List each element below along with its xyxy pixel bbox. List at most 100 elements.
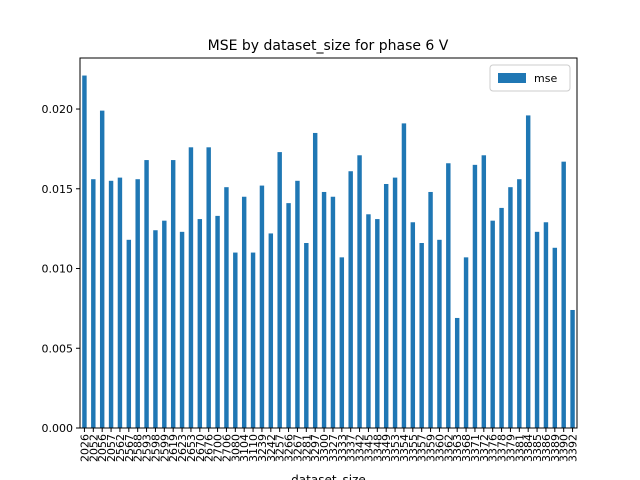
bar bbox=[153, 230, 158, 428]
x-tick-label: 3381 bbox=[513, 434, 526, 462]
x-tick-label: 3297 bbox=[309, 434, 322, 462]
bar bbox=[428, 191, 433, 428]
bar bbox=[286, 203, 291, 428]
x-tick-label: 3267 bbox=[291, 434, 304, 462]
x-tick-label: 2623 bbox=[176, 434, 189, 462]
bar bbox=[304, 243, 309, 428]
bar bbox=[392, 177, 398, 428]
bar bbox=[561, 161, 566, 428]
bar bbox=[321, 191, 327, 428]
x-tick-label: 3372 bbox=[478, 434, 491, 462]
bar bbox=[446, 163, 451, 429]
bar bbox=[206, 147, 211, 428]
bar bbox=[233, 252, 238, 428]
x-tick-label: 3349 bbox=[380, 434, 393, 462]
x-tick-label: 3327 bbox=[327, 434, 340, 462]
x-tick-label: 2676 bbox=[203, 434, 216, 462]
bar bbox=[277, 152, 282, 428]
x-tick-label: 3300 bbox=[318, 434, 331, 462]
bar bbox=[108, 180, 114, 428]
bar bbox=[525, 115, 531, 429]
x-axis-label: dataset_size bbox=[291, 473, 366, 480]
x-tick-label: 3355 bbox=[407, 434, 420, 462]
x-tick-label: 3353 bbox=[389, 434, 402, 462]
x-tick-label: 3104 bbox=[238, 434, 251, 462]
legend-label: mse bbox=[534, 72, 557, 85]
y-tick-label: 0.000 bbox=[42, 422, 74, 435]
bar bbox=[330, 196, 336, 428]
bar bbox=[463, 257, 469, 428]
bar bbox=[490, 220, 495, 428]
x-tick-label: 2599 bbox=[158, 434, 171, 462]
y-tick-label: 0.020 bbox=[42, 103, 74, 116]
x-tick-label: 3390 bbox=[558, 434, 571, 462]
x-tick-label: 2562 bbox=[114, 434, 127, 462]
x-tick-label: 3359 bbox=[425, 434, 438, 462]
bar bbox=[543, 222, 549, 428]
bar bbox=[224, 187, 229, 428]
bar bbox=[259, 185, 265, 428]
bar bbox=[179, 231, 185, 428]
legend-swatch bbox=[498, 73, 526, 83]
bar bbox=[91, 179, 96, 428]
x-tick-label: 3371 bbox=[469, 434, 482, 462]
x-tick-label: 2593 bbox=[141, 434, 154, 462]
bar bbox=[410, 222, 416, 428]
x-tick-label: 3080 bbox=[229, 434, 242, 462]
x-tick-label: 3389 bbox=[549, 434, 562, 462]
x-tick-label: 2056 bbox=[96, 434, 109, 462]
bar bbox=[250, 252, 256, 428]
bar bbox=[99, 110, 105, 429]
x-tick-label: 2706 bbox=[220, 434, 233, 462]
bar bbox=[375, 219, 380, 428]
bar bbox=[135, 179, 140, 428]
x-tick-label: 3348 bbox=[371, 434, 384, 462]
x-tick-label: 3378 bbox=[496, 434, 509, 462]
bar bbox=[197, 219, 203, 428]
bar bbox=[454, 317, 460, 428]
bar bbox=[552, 247, 558, 428]
bar bbox=[126, 239, 132, 428]
bar bbox=[419, 243, 424, 428]
bar bbox=[348, 171, 353, 428]
bar bbox=[162, 220, 167, 428]
bar bbox=[339, 257, 345, 428]
x-tick-label: 3242 bbox=[265, 434, 278, 462]
x-tick-label: 3362 bbox=[442, 434, 455, 462]
x-tick-label: 2057 bbox=[105, 434, 118, 462]
x-tick-label: 3239 bbox=[256, 434, 269, 462]
bar bbox=[241, 196, 247, 428]
bar bbox=[312, 132, 318, 428]
x-tick-label: 3333 bbox=[336, 434, 349, 462]
x-tick-label: 3368 bbox=[460, 434, 473, 462]
x-tick-label: 3363 bbox=[451, 434, 464, 462]
x-tick-label: 3354 bbox=[398, 434, 411, 462]
x-tick-label: 3392 bbox=[567, 434, 580, 462]
y-tick-label: 0.005 bbox=[42, 342, 74, 355]
x-tick-label: 2567 bbox=[123, 434, 136, 462]
bar bbox=[215, 215, 220, 428]
y-tick-label: 0.015 bbox=[42, 183, 74, 196]
x-tick-label: 2670 bbox=[194, 434, 207, 462]
bar bbox=[517, 179, 522, 428]
bar bbox=[508, 187, 513, 428]
x-tick-label: 2700 bbox=[212, 434, 225, 462]
bar bbox=[401, 123, 407, 428]
x-tick-label: 3266 bbox=[283, 434, 296, 462]
x-tick-label: 3386 bbox=[540, 434, 553, 462]
chart-title: MSE by dataset_size for phase 6 V bbox=[208, 38, 449, 54]
x-tick-label: 2026 bbox=[78, 434, 91, 462]
bar bbox=[481, 155, 487, 428]
bar bbox=[357, 155, 362, 428]
x-tick-label: 3337 bbox=[345, 434, 358, 462]
bar bbox=[366, 214, 371, 428]
bar bbox=[499, 207, 504, 428]
x-tick-label: 3357 bbox=[416, 434, 429, 462]
x-tick-label: 3385 bbox=[531, 434, 544, 462]
bar bbox=[383, 183, 389, 428]
legend-box bbox=[489, 64, 571, 92]
x-tick-label: 2052 bbox=[87, 434, 100, 462]
y-tick-label: 0.010 bbox=[42, 263, 74, 276]
x-tick-label: 3360 bbox=[433, 434, 446, 462]
